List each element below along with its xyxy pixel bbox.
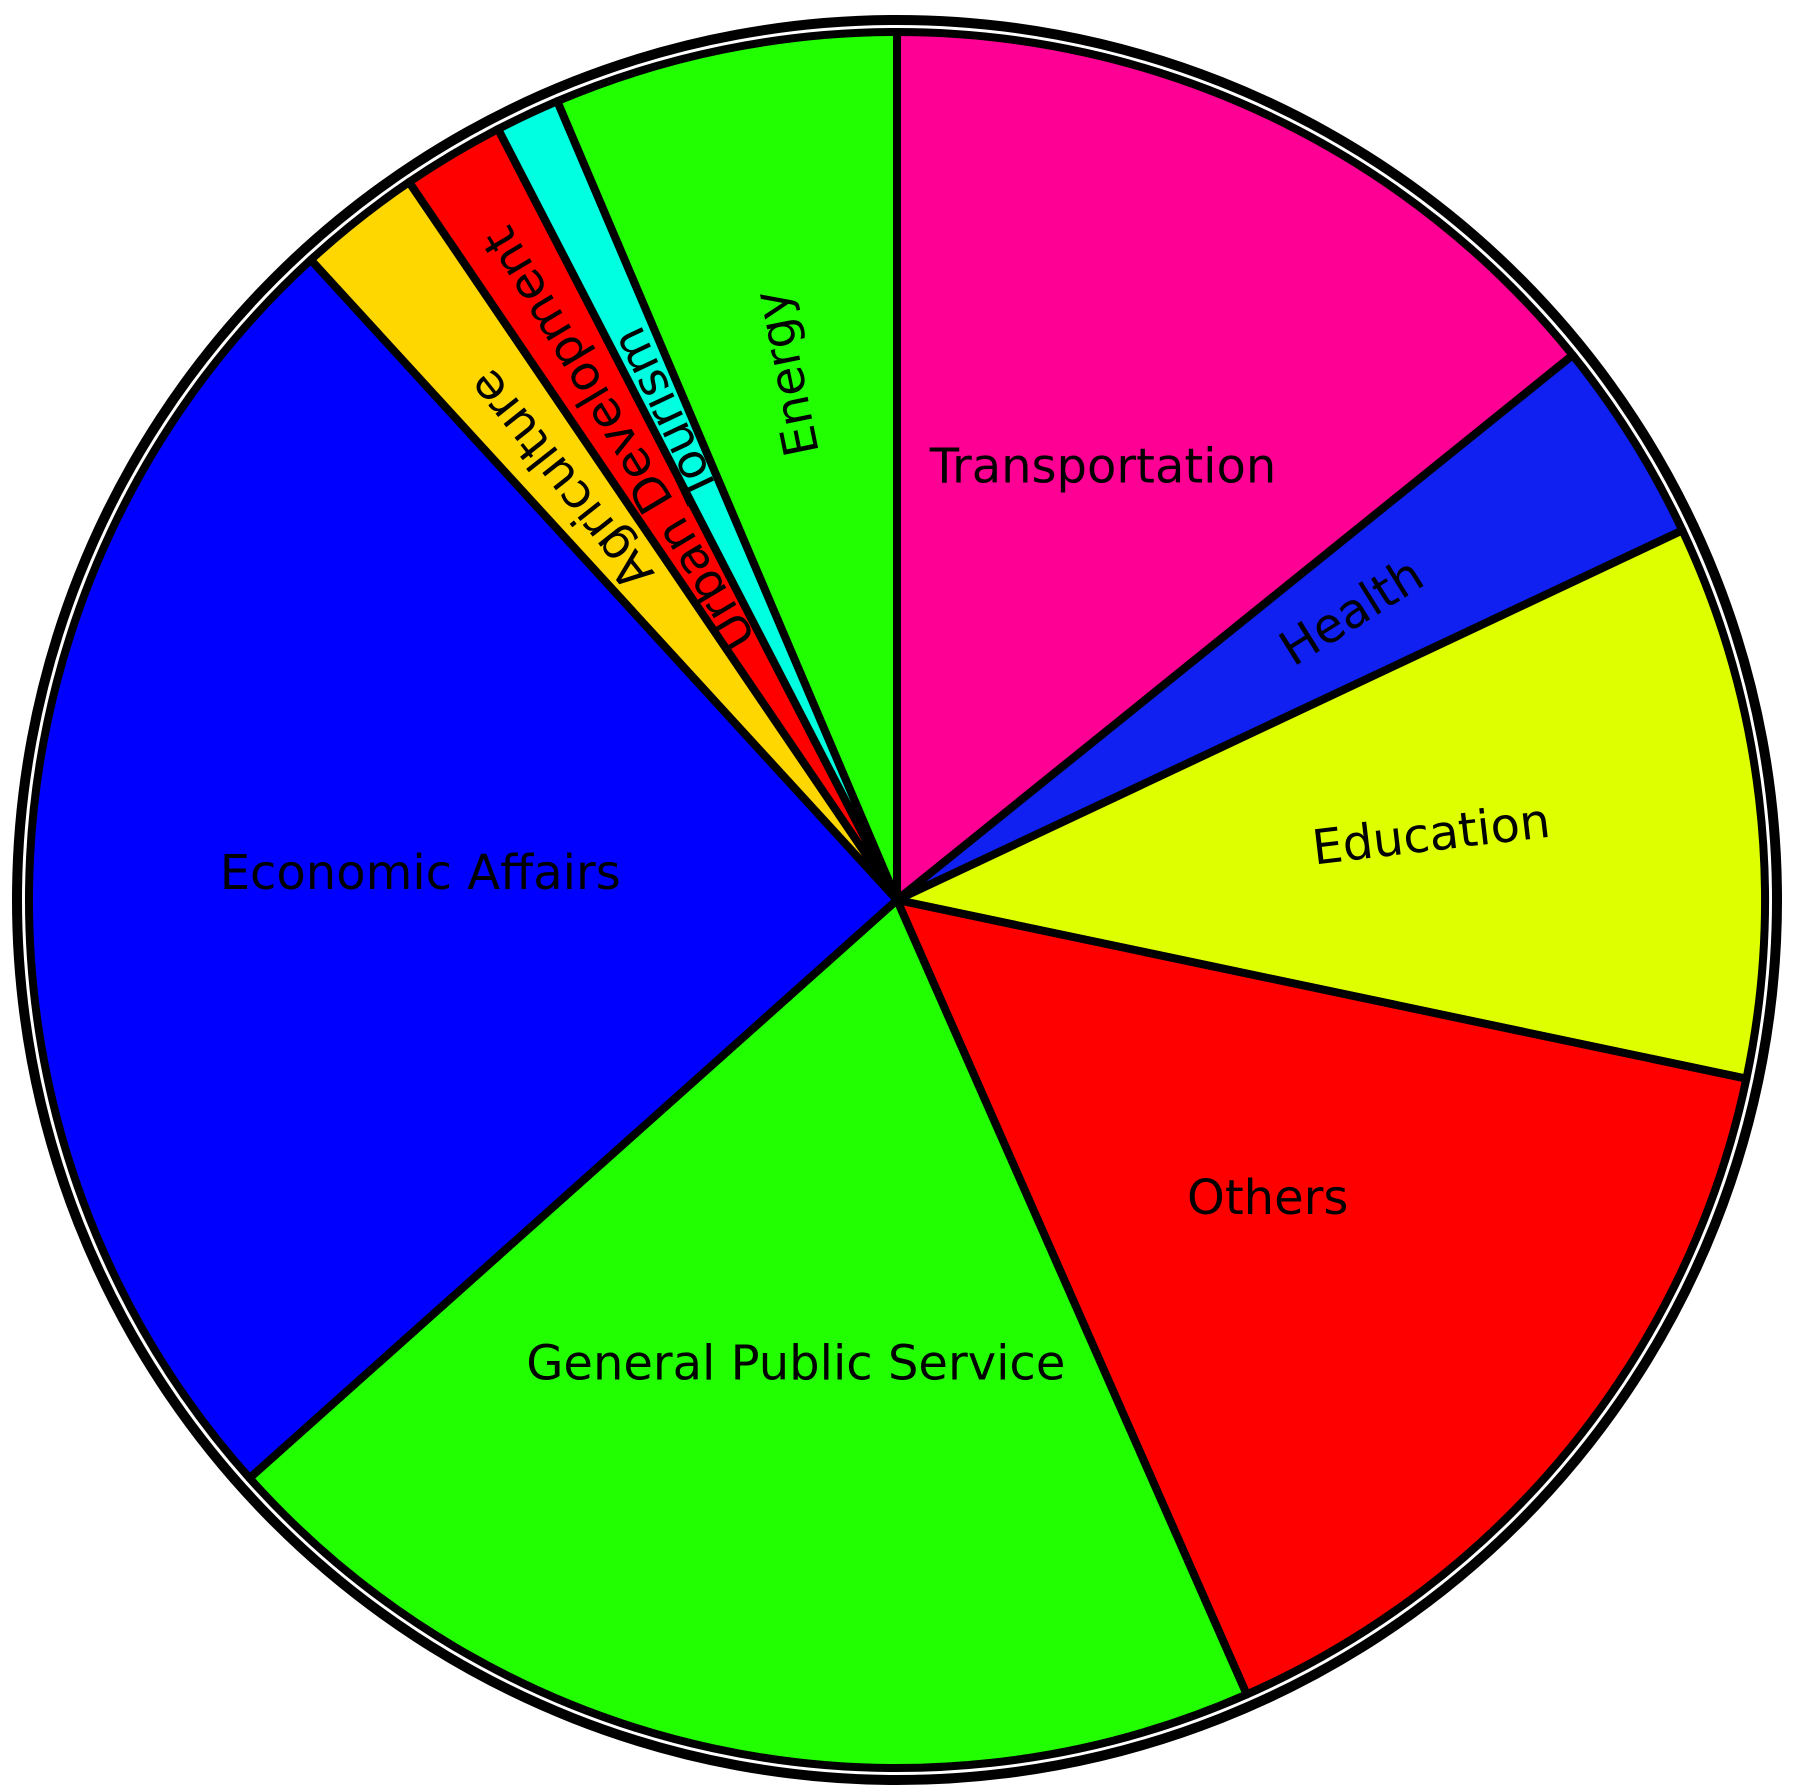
pie-slice-others: [893, 896, 1751, 1699]
pie-slice-economic-affairs: [25, 255, 901, 1483]
pie-slice-energy: [553, 28, 901, 904]
pie-slice-transportation: [893, 28, 1577, 904]
pie-label-economic-affairs: Economic Affairs: [220, 845, 621, 901]
pie-label-others: Others: [1187, 1170, 1348, 1226]
pie-slice-health: [893, 351, 1687, 904]
pie-label-general-public-service: General Public Service: [526, 1336, 1065, 1392]
pie-label-transportation: Transportation: [929, 438, 1277, 494]
pie-slice-general-public-service: [245, 896, 1251, 1772]
pie-slices: [25, 28, 1769, 1772]
